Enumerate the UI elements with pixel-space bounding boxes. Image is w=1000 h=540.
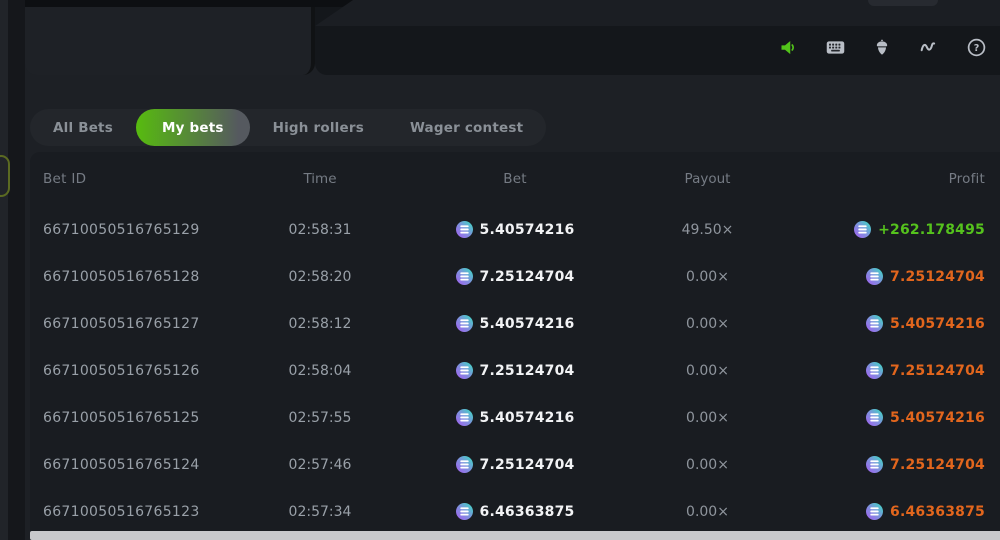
bet-time: 02:57:55 <box>288 409 352 426</box>
tab-my-bets[interactable]: My bets <box>135 109 250 146</box>
left-rail-gap <box>8 0 25 540</box>
tab-all-bets[interactable]: All Bets <box>53 119 113 136</box>
col-bet: Bet <box>503 171 527 187</box>
bets-tabs: All Bets My bets High rollers Wager cont… <box>30 109 547 146</box>
table-row[interactable]: 66710050516765129 02:58:31 5.40574216 49… <box>30 206 1000 253</box>
acorn-icon[interactable] <box>871 36 893 58</box>
solana-coin-icon <box>866 409 883 426</box>
solana-coin-icon <box>455 268 473 285</box>
solana-coin-icon <box>866 362 883 379</box>
solana-coin-icon <box>866 503 883 520</box>
table-row[interactable]: 66710050516765126 02:58:04 7.25124704 0.… <box>30 347 1000 394</box>
bet-id: 66710050516765123 <box>43 503 200 520</box>
bet-amount: 6.46363875 <box>430 503 600 520</box>
bet-profit: 5.40574216 <box>815 315 1000 332</box>
solana-coin-icon <box>455 409 473 426</box>
bet-payout: 0.00× <box>686 268 729 285</box>
bet-payout: 0.00× <box>686 362 729 379</box>
solana-coin-icon <box>455 503 473 520</box>
solana-coin-icon <box>866 268 883 285</box>
bet-profit: 7.25124704 <box>815 456 1000 473</box>
bet-id: 66710050516765127 <box>43 315 200 332</box>
bet-id: 66710050516765126 <box>43 362 200 379</box>
col-payout: Payout <box>684 171 731 187</box>
help-icon[interactable]: ? <box>965 36 987 58</box>
bet-panel-bottom <box>25 0 315 75</box>
table-row[interactable]: 66710050516765124 02:57:46 7.25124704 0.… <box>30 441 1000 488</box>
table-row[interactable]: 66710050516765128 02:58:20 7.25124704 0.… <box>30 253 1000 300</box>
col-profit: Profit <box>948 171 985 187</box>
bet-payout: 0.00× <box>686 315 729 332</box>
solana-coin-icon <box>455 315 473 332</box>
col-bet-id: Bet ID <box>43 171 87 187</box>
bet-id: 66710050516765129 <box>43 221 200 238</box>
bet-profit: 5.40574216 <box>815 409 1000 426</box>
bet-payout: 49.50× <box>681 221 734 238</box>
sound-icon[interactable] <box>777 36 799 58</box>
table-row[interactable]: 66710050516765125 02:57:55 5.40574216 0.… <box>30 394 1000 441</box>
hotkeys-icon[interactable] <box>824 36 846 58</box>
solana-coin-icon <box>866 456 883 473</box>
bet-time: 02:58:20 <box>288 268 352 285</box>
game-tab-peek <box>868 0 938 6</box>
side-button-peek[interactable] <box>0 155 10 197</box>
bet-time: 02:58:31 <box>288 221 352 238</box>
solana-coin-icon <box>455 456 473 473</box>
bet-id: 66710050516765125 <box>43 409 200 426</box>
solana-coin-icon <box>455 362 473 379</box>
bet-time: 02:58:04 <box>288 362 352 379</box>
top-divider-strip <box>25 0 355 7</box>
bet-amount: 7.25124704 <box>430 362 600 379</box>
solana-coin-icon <box>455 221 473 238</box>
tab-wager-contest[interactable]: Wager contest <box>409 119 524 136</box>
bet-profit: 7.25124704 <box>815 362 1000 379</box>
bet-time: 02:58:12 <box>288 315 352 332</box>
bets-table: Bet ID Time Bet Payout Profit 6671005051… <box>30 152 1000 540</box>
bet-amount: 5.40574216 <box>430 221 600 238</box>
left-rail <box>0 0 8 540</box>
bet-profit: 7.25124704 <box>815 268 1000 285</box>
bet-profit: 6.46363875 <box>815 503 1000 520</box>
bet-payout: 0.00× <box>686 409 729 426</box>
bet-profit: +262.178495 <box>815 221 1000 238</box>
bet-id: 66710050516765124 <box>43 456 200 473</box>
table-header: Bet ID Time Bet Payout Profit <box>30 152 1000 206</box>
svg-text:?: ? <box>973 43 979 54</box>
col-time: Time <box>303 171 337 187</box>
game-panel: ? <box>315 0 1000 75</box>
trends-icon[interactable] <box>918 36 940 58</box>
bet-time: 02:57:34 <box>288 503 352 520</box>
bet-amount: 5.40574216 <box>430 409 600 426</box>
bet-amount: 5.40574216 <box>430 315 600 332</box>
table-row[interactable]: 66710050516765127 02:58:12 5.40574216 0.… <box>30 300 1000 347</box>
bet-payout: 0.00× <box>686 456 729 473</box>
solana-coin-icon <box>866 315 883 332</box>
bet-amount: 7.25124704 <box>430 268 600 285</box>
tab-high-rollers[interactable]: High rollers <box>272 119 364 136</box>
bet-amount: 7.25124704 <box>430 456 600 473</box>
bet-id: 66710050516765128 <box>43 268 200 285</box>
bet-payout: 0.00× <box>686 503 729 520</box>
game-toolbar: ? <box>777 36 987 58</box>
table-row[interactable]: 66710050516765123 02:57:34 6.46363875 0.… <box>30 488 1000 535</box>
solana-coin-icon <box>854 221 872 238</box>
bottom-scroll-strip[interactable] <box>30 531 1000 540</box>
bet-time: 02:57:46 <box>288 456 352 473</box>
